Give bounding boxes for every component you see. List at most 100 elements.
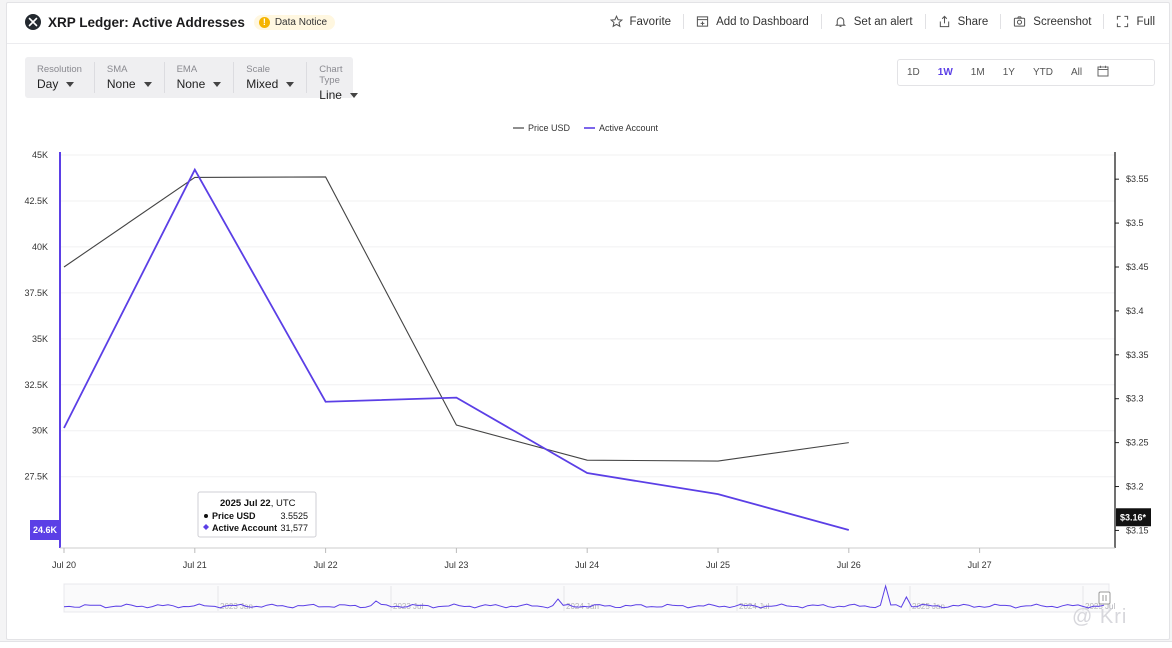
navigator-series-line	[63, 584, 1105, 609]
sma-label: SMA	[106, 64, 128, 75]
chevron-down-icon	[286, 81, 295, 87]
x-tick-label: Jul 27	[968, 560, 992, 570]
y-left-tick-label: 40K	[32, 242, 48, 252]
y-right-tick-label: $3.35	[1126, 350, 1149, 360]
set-alert-label: Set an alert	[853, 15, 913, 28]
y-left-tick-label: 45K	[32, 150, 48, 160]
star-icon	[609, 15, 623, 28]
ema-label: EMA	[176, 64, 198, 75]
add-to-dashboard-label: Add to Dashboard	[716, 15, 809, 28]
navigator-date-label: 2024 Jul	[739, 602, 769, 611]
chart-type-label: Chart Type	[319, 64, 343, 86]
y-right-current-label: $3.16*	[1120, 512, 1147, 522]
x-tick-label: Jul 20	[52, 560, 76, 570]
navigator-date-label: 2023 Jan	[220, 602, 253, 611]
bell-icon	[834, 17, 846, 27]
range-1y[interactable]: 1Y	[1002, 67, 1015, 78]
tooltip-price-value: 3.5525	[280, 511, 308, 521]
y-right-tick-label: $3.5	[1126, 218, 1144, 228]
chevron-down-icon	[143, 81, 152, 87]
chart-settings-toolbar: Resolution Day SMA None EMA None Scale M…	[25, 57, 358, 102]
x-tick-label: Jul 23	[444, 560, 468, 570]
sma-select[interactable]: SMA None	[95, 62, 165, 93]
scale-label: Scale	[246, 64, 271, 75]
set-alert-button[interactable]: Set an alert	[822, 14, 926, 29]
data-notice-label: Data Notice	[274, 16, 328, 28]
y-right-current-marker	[1116, 508, 1151, 527]
tooltip-price-marker	[204, 514, 208, 518]
data-notice-badge[interactable]: ! Data Notice	[253, 14, 336, 30]
chevron-down-icon	[349, 92, 358, 98]
tooltip-active-marker	[203, 524, 209, 530]
y-left-tick-label: 37.5K	[24, 288, 48, 298]
title-group: XRP Ledger: Active Addresses ! Data Noti…	[25, 14, 336, 30]
favorite-button[interactable]: Favorite	[598, 14, 685, 29]
y-left-current-label: 24.6K	[33, 525, 58, 535]
range-all[interactable]: All	[1070, 67, 1083, 78]
warning-icon: !	[258, 16, 270, 28]
share-icon	[939, 15, 949, 28]
series-line-price-usd	[63, 176, 849, 462]
add-to-dashboard-button[interactable]: Add to Dashboard	[684, 14, 822, 29]
range-ytd[interactable]: YTD	[1032, 67, 1053, 78]
tooltip-date: 2025 Jul 22, UTC	[220, 498, 296, 509]
full-label: Full	[1136, 15, 1155, 28]
y-left-tick-label: 35K	[32, 334, 48, 344]
legend-label-active: Active Account	[599, 123, 659, 133]
watermark: @ Kri	[1072, 606, 1128, 628]
tooltip-active-label: Active Account	[212, 523, 277, 533]
bottom-strip	[0, 641, 1172, 648]
time-range-selector: 1D 1W 1M 1Y YTD All	[897, 59, 1155, 86]
scale-value: Mixed	[246, 77, 279, 91]
resolution-label: Resolution	[37, 64, 82, 75]
chart-type-value: Line	[319, 88, 342, 102]
share-label: Share	[957, 15, 989, 28]
legend-label-price: Price USD	[528, 123, 571, 133]
screenshot-label: Screenshot	[1033, 15, 1092, 28]
fullscreen-icon	[1117, 15, 1129, 28]
favorite-label: Favorite	[629, 15, 672, 28]
calendar-icon[interactable]	[1097, 65, 1109, 80]
x-tick-label: Jul 22	[314, 560, 338, 570]
range-1d[interactable]: 1D	[907, 67, 920, 78]
tooltip-active-value: 31,577	[280, 523, 308, 533]
sma-value: None	[106, 77, 136, 91]
resolution-select[interactable]: Resolution Day	[25, 62, 95, 93]
x-tick-label: Jul 21	[183, 560, 207, 570]
share-button[interactable]: Share	[926, 14, 1002, 29]
y-right-tick-label: $3.55	[1126, 174, 1149, 184]
full-button[interactable]: Full	[1104, 14, 1169, 29]
chevron-down-icon	[66, 81, 75, 87]
range-1m[interactable]: 1M	[970, 67, 985, 78]
y-right-tick-label: $3.2	[1126, 482, 1144, 492]
x-tick-label: Jul 25	[706, 560, 730, 570]
x-tick-label: Jul 26	[837, 560, 861, 570]
tooltip-price-label: Price USD	[212, 511, 256, 521]
y-right-tick-label: $3.4	[1126, 306, 1144, 316]
y-right-tick-label: $3.15	[1126, 525, 1149, 535]
y-right-tick-label: $3.45	[1126, 262, 1149, 272]
navigator-date-label: 2025 Jan	[912, 602, 945, 611]
y-right-tick-label: $3.3	[1126, 394, 1144, 404]
y-left-current-marker	[30, 520, 60, 540]
header-actions: Favorite Add to Dashboard Set an alert S…	[598, 14, 1169, 29]
camera-icon	[1014, 16, 1026, 27]
chevron-down-icon	[213, 81, 222, 87]
dashboard-add-icon	[696, 16, 709, 27]
screenshot-button[interactable]: Screenshot	[1001, 14, 1105, 29]
ema-value: None	[176, 77, 206, 91]
x-tick-label: Jul 24	[575, 560, 599, 570]
y-right-tick-label: $3.25	[1126, 438, 1149, 448]
chart-type-select[interactable]: Chart Type Line	[307, 62, 370, 102]
header: XRP Ledger: Active Addresses ! Data Noti…	[7, 3, 1169, 44]
tooltip-box	[197, 491, 317, 538]
navigator-handle	[1098, 591, 1111, 605]
ema-select[interactable]: EMA None	[165, 62, 235, 93]
page-title: XRP Ledger: Active Addresses	[48, 14, 245, 30]
scale-select[interactable]: Scale Mixed	[234, 62, 308, 93]
resolution-value: Day	[37, 77, 59, 91]
y-left-tick-label: 30K	[32, 426, 48, 436]
y-left-tick-label: 27.5K	[24, 472, 48, 482]
range-1w[interactable]: 1W	[937, 67, 953, 78]
